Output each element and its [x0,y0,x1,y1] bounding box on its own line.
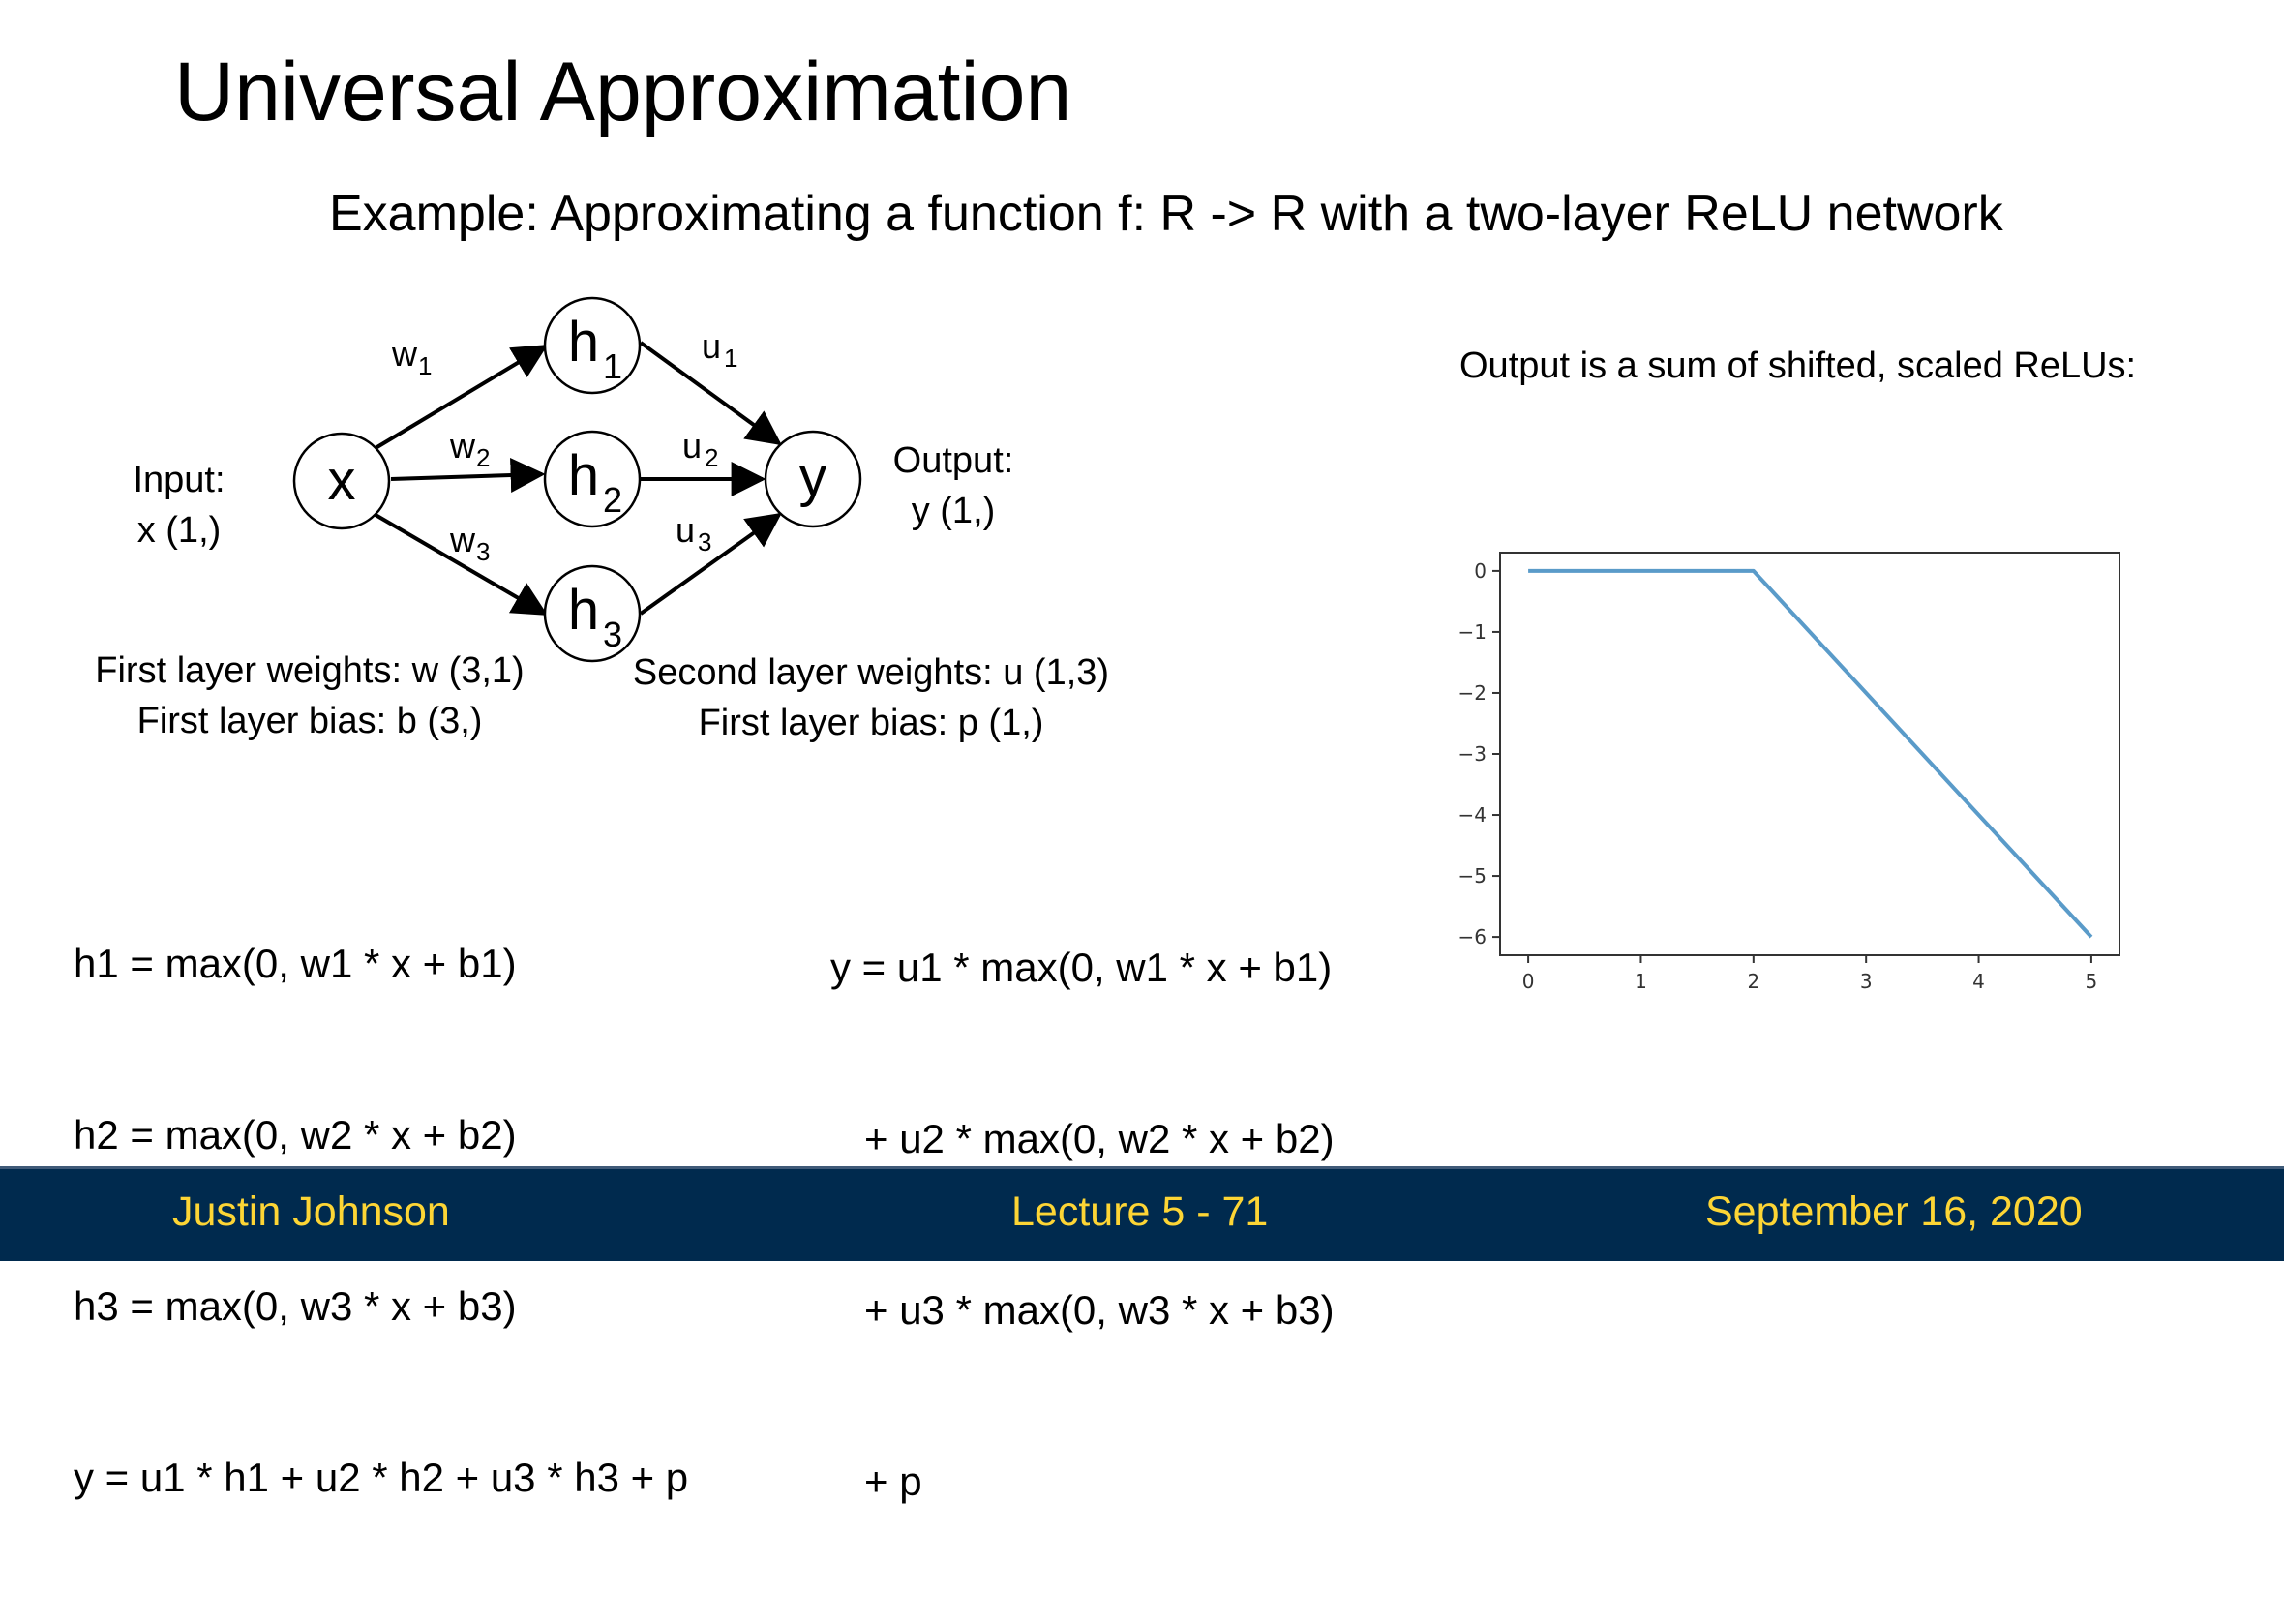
x-tick-label: 0 [1522,970,1535,993]
equation-line: h2 = max(0, w2 * x + b2) [74,1112,517,1158]
svg-text:h: h [568,444,599,507]
x-tick-label: 1 [1635,970,1647,993]
svg-text:h: h [568,311,599,374]
second-layer-description: Second layer weights: u (1,3) First laye… [632,652,1110,743]
footer-lecture: Lecture 5 - 71 [1011,1188,1269,1235]
x-tick-label: 4 [1972,970,1985,993]
label-w3: w 3 [449,520,490,566]
slide-title: Universal Approximation [174,45,1072,138]
footer-date: September 16, 2020 [1705,1188,2083,1235]
svg-text:2: 2 [705,443,718,472]
svg-text:w: w [449,426,476,466]
node-x: x [292,432,391,530]
series-line [1528,568,2093,939]
svg-text:w: w [449,520,476,559]
svg-text:y: y [799,445,827,508]
label-u3: u 3 [676,510,711,556]
node-y: y [764,430,862,528]
edge-x-h3 [374,513,549,616]
network-diagram: x h 1 h 2 h 3 y w 1 w 2 [292,296,862,663]
svg-text:1: 1 [418,351,432,380]
first-layer-description: First layer weights: w (3,1) First layer… [95,650,525,741]
svg-text:3: 3 [698,527,711,556]
edge-x-h1 [374,345,549,450]
edge-x-h2 [390,458,546,494]
equation-line: h3 = max(0, w3 * x + b3) [74,1283,517,1329]
svg-text:2: 2 [603,480,622,520]
equation-line: h1 = max(0, w1 * x + b1) [74,941,517,986]
node-h3: h 3 [543,564,642,663]
svg-text:u: u [702,326,721,366]
label-u2: u 2 [682,426,718,472]
svg-text:1: 1 [603,346,622,386]
slide-subtitle: Example: Approximating a function f: R -… [329,186,2003,242]
equation-line: + p [830,1459,922,1504]
label-w1: w 1 [391,334,432,380]
edge-h1-y [639,341,782,446]
label-w2: w 2 [449,426,490,472]
relu-sum-plot: 0 1 2 3 4 5 0 −1 −2 −3 −4 −5 −6 [1458,552,2120,993]
y-tick-label: −5 [1458,864,1487,887]
footer-bar: Justin Johnson Lecture 5 - 71 September … [0,1166,2284,1261]
edge-h3-y [639,512,782,616]
svg-text:2: 2 [476,443,490,472]
svg-text:w: w [391,334,418,374]
y-tick-label: −2 [1458,681,1487,705]
equation-line: y = u1 * h1 + u2 * h2 + u3 * h3 + p [74,1455,689,1500]
y-tick-label: −4 [1458,803,1487,827]
plot-frame [1499,552,2120,956]
equation-line: y = u1 * max(0, w1 * x + b1) [830,945,1333,990]
svg-text:3: 3 [603,615,622,654]
equation-line: + u3 * max(0, w3 * x + b3) [830,1287,1335,1333]
svg-text:h: h [568,579,599,642]
svg-text:u: u [676,510,695,550]
y-tick-label: 0 [1474,559,1487,583]
x-tick-label: 3 [1860,970,1873,993]
y-tick-label: −1 [1458,620,1487,644]
svg-text:1: 1 [724,344,737,373]
y-tick-label: −3 [1458,742,1487,766]
svg-text:u: u [682,426,702,466]
svg-text:3: 3 [476,537,490,566]
input-label: Input: x (1,) [133,460,225,551]
footer-author: Justin Johnson [172,1188,450,1235]
plot-caption: Output is a sum of shifted, scaled ReLUs… [1459,346,2137,386]
y-tick-label: −6 [1458,925,1487,948]
output-label: Output: y (1,) [892,440,1014,531]
svg-text:x: x [328,449,356,512]
x-tick-label: 5 [2086,970,2098,993]
node-h1: h 1 [543,296,642,395]
slide: Universal Approximation Example: Approxi… [0,45,2284,1504]
node-h2: h 2 [543,430,642,528]
x-tick-label: 2 [1747,970,1759,993]
label-u1: u 1 [702,326,737,373]
equation-line: + u2 * max(0, w2 * x + b2) [830,1116,1335,1161]
